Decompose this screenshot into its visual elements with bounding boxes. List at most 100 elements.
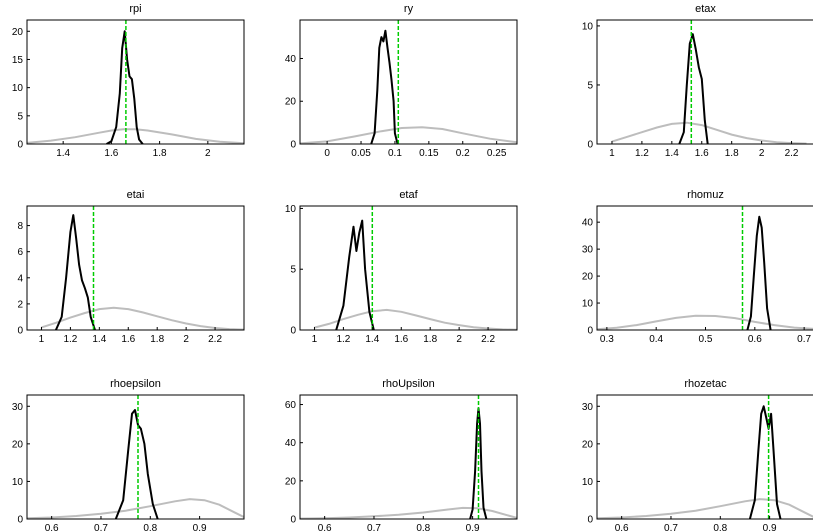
y-tick-label: 0 bbox=[17, 140, 23, 151]
x-tick-label: 0.6 bbox=[45, 523, 59, 531]
y-tick-label: 6 bbox=[17, 247, 23, 258]
x-tick-label: 2 bbox=[456, 334, 462, 345]
x-tick-label: 1 bbox=[39, 334, 45, 345]
x-tick-label: 1.6 bbox=[394, 334, 408, 345]
chart-panel-rhoepsilon: rhoepsilon 0.6 0.7 0.8 0.9 0 10 20 30 bbox=[12, 378, 245, 531]
y-tick-label: 5 bbox=[17, 111, 23, 122]
posterior-curve bbox=[678, 33, 709, 144]
x-tick-label: 2 bbox=[183, 334, 189, 345]
x-tick-label: 0.05 bbox=[351, 148, 371, 159]
y-tick-label: 0 bbox=[17, 326, 23, 337]
y-tick-label: 30 bbox=[582, 402, 594, 413]
axes-box bbox=[596, 19, 813, 145]
plot-area: 0 0.05 0.1 0.15 0.2 0.25 0 20 40 bbox=[285, 19, 518, 159]
chart-title: etax bbox=[695, 3, 716, 15]
x-tick-label: 2 bbox=[205, 148, 211, 159]
y-tick-label: 0 bbox=[587, 140, 593, 151]
chart-panel-rhoupsilon: rhoUpsilon 0.6 0.7 0.8 0.9 0 20 40 60 bbox=[285, 378, 518, 531]
x-tick-label: 0.6 bbox=[318, 523, 332, 531]
x-tick-label: 1.4 bbox=[665, 148, 679, 159]
chart-panel-rhomuz: rhomuz 0.3 0.4 0.5 0.6 0.7 0 10 20 30 40 bbox=[582, 189, 813, 345]
chart-title: rpi bbox=[129, 3, 142, 15]
plot-area: 1 1.2 1.4 1.6 1.8 2 2.2 0 5 10 bbox=[582, 19, 813, 159]
axes-box bbox=[596, 394, 813, 520]
prior-curve bbox=[597, 314, 813, 330]
y-tick-label: 0 bbox=[587, 515, 593, 526]
y-tick-label: 2 bbox=[17, 299, 23, 310]
x-tick-label: 0.7 bbox=[367, 523, 381, 531]
prior-curve bbox=[300, 506, 517, 519]
x-tick-label: 0.5 bbox=[699, 334, 713, 345]
x-tick-label: 0.7 bbox=[797, 334, 811, 345]
x-tick-label: 0.15 bbox=[419, 148, 439, 159]
y-tick-label: 10 bbox=[582, 299, 594, 310]
chart-panel-etaf: etaf 1 1.2 1.4 1.6 1.8 2 2.2 0 5 10 bbox=[285, 189, 518, 345]
y-tick-label: 30 bbox=[582, 245, 594, 256]
x-tick-label: 0.2 bbox=[456, 148, 470, 159]
axes-box bbox=[299, 394, 518, 520]
y-tick-label: 40 bbox=[285, 54, 297, 65]
y-tick-label: 20 bbox=[12, 27, 24, 38]
y-tick-label: 60 bbox=[285, 400, 297, 411]
chart-panel-etax: etax 1 1.2 1.4 1.6 1.8 2 2.2 0 5 10 bbox=[582, 3, 813, 159]
y-tick-label: 20 bbox=[582, 439, 594, 450]
y-tick-label: 20 bbox=[285, 476, 297, 487]
y-tick-label: 10 bbox=[12, 83, 24, 94]
chart-panel-rpi: rpi 1.4 1.6 1.8 2 0 5 10 15 20 bbox=[12, 3, 245, 159]
prior-curve bbox=[27, 128, 244, 144]
prior-curve bbox=[597, 498, 813, 519]
x-tick-label: 1.4 bbox=[92, 334, 106, 345]
x-tick-label: 0 bbox=[324, 148, 330, 159]
x-tick-label: 1.2 bbox=[63, 334, 77, 345]
plot-area: 1 1.2 1.4 1.6 1.8 2 2.2 0 2 4 6 8 bbox=[17, 205, 245, 345]
x-tick-label: 1.2 bbox=[635, 148, 649, 159]
posterior-curve bbox=[748, 405, 782, 519]
chart-panel-rhozetac: rhozetac 0.6 0.7 0.8 0.9 0 10 20 30 bbox=[582, 378, 813, 531]
chart-title: etaf bbox=[399, 189, 418, 201]
axes-box bbox=[26, 19, 245, 145]
y-tick-label: 10 bbox=[285, 204, 297, 215]
plot-area: 0.6 0.7 0.8 0.9 0 10 20 30 bbox=[12, 394, 245, 531]
prior-curve bbox=[611, 121, 807, 144]
chart-title: rhomuz bbox=[687, 189, 724, 201]
y-tick-label: 0 bbox=[290, 326, 296, 337]
axes-box bbox=[596, 205, 813, 331]
posterior-curve bbox=[114, 409, 159, 519]
x-tick-label: 0.7 bbox=[94, 523, 108, 531]
x-tick-label: 1.8 bbox=[153, 148, 167, 159]
x-tick-label: 0.8 bbox=[713, 523, 727, 531]
axes-box bbox=[26, 394, 245, 520]
x-tick-label: 2.2 bbox=[785, 148, 799, 159]
y-tick-label: 40 bbox=[582, 218, 594, 229]
x-tick-label: 1.4 bbox=[56, 148, 70, 159]
x-tick-label: 1.6 bbox=[695, 148, 709, 159]
y-tick-label: 8 bbox=[17, 221, 23, 232]
posterior-curve bbox=[746, 215, 772, 330]
chart-title: rhoepsilon bbox=[110, 378, 161, 390]
x-tick-label: 0.6 bbox=[615, 523, 629, 531]
x-tick-label: 0.25 bbox=[487, 148, 507, 159]
y-tick-label: 0 bbox=[17, 515, 23, 526]
chart-title: rhozetac bbox=[684, 378, 727, 390]
x-tick-label: 1.4 bbox=[365, 334, 379, 345]
y-tick-label: 10 bbox=[12, 477, 24, 488]
x-tick-label: 0.7 bbox=[664, 523, 678, 531]
y-tick-label: 20 bbox=[12, 439, 24, 450]
x-tick-label: 0.6 bbox=[748, 334, 762, 345]
x-tick-label: 1.8 bbox=[725, 148, 739, 159]
chart-panel-ry: ry 0 0.05 0.1 0.15 0.2 0.25 0 20 40 bbox=[285, 3, 518, 159]
x-tick-label: 2 bbox=[759, 148, 765, 159]
y-tick-label: 5 bbox=[290, 265, 296, 276]
chart-title: etai bbox=[126, 189, 145, 201]
chart-title: rhoUpsilon bbox=[382, 378, 435, 390]
prior-curve bbox=[41, 306, 244, 330]
x-tick-label: 0.8 bbox=[143, 523, 157, 531]
prior-curve bbox=[300, 126, 517, 144]
x-tick-label: 2.2 bbox=[481, 334, 495, 345]
x-tick-label: 0.9 bbox=[466, 523, 480, 531]
x-tick-label: 2.2 bbox=[208, 334, 222, 345]
axes-box bbox=[299, 19, 518, 145]
y-tick-label: 10 bbox=[582, 477, 594, 488]
y-tick-label: 0 bbox=[290, 515, 296, 526]
